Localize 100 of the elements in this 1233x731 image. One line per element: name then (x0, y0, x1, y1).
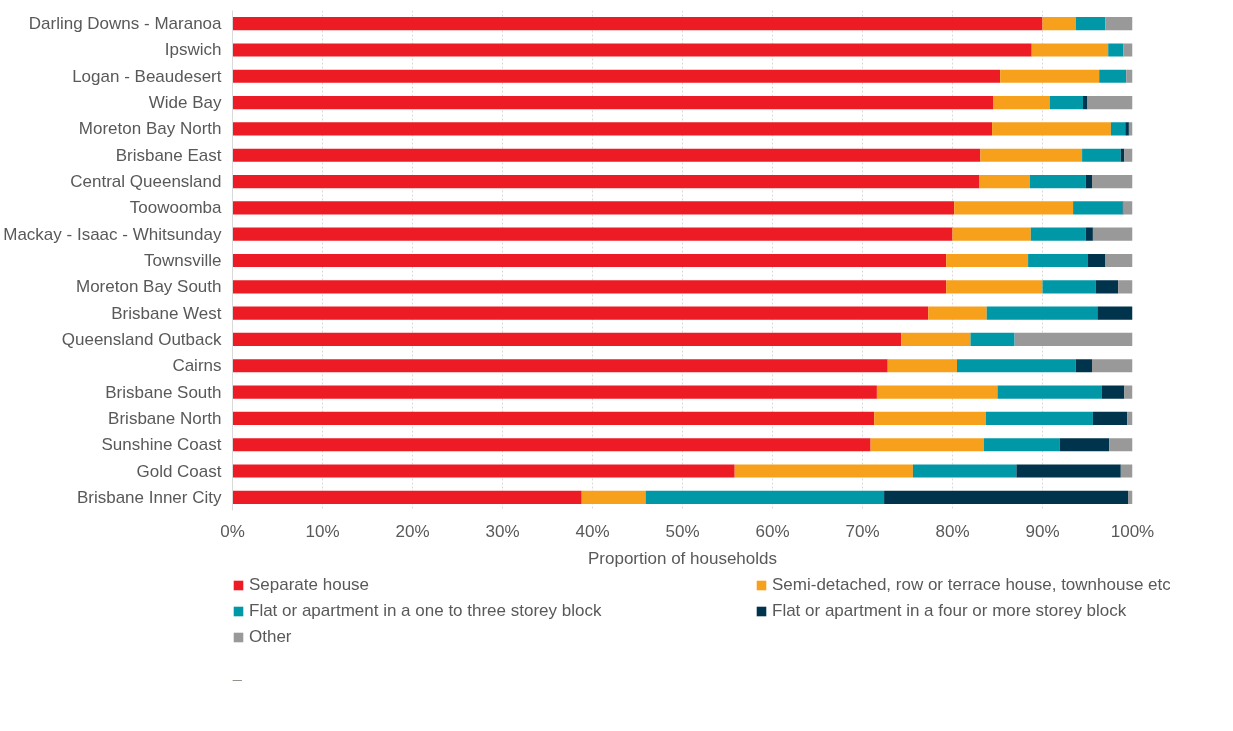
legend-label: Other (249, 627, 293, 647)
y-tick-label: Ipswich (164, 40, 222, 60)
bar (645, 490, 885, 504)
bar (946, 253, 1029, 268)
bar (946, 280, 1043, 294)
bar (232, 438, 871, 452)
bar (1123, 43, 1133, 57)
x-tick-label: 20% (395, 521, 430, 541)
bar (870, 438, 984, 452)
bar (1087, 96, 1133, 110)
y-tick-label: Toowoomba (129, 198, 223, 218)
bar (985, 411, 1093, 425)
bar (1000, 69, 1100, 83)
bar (1124, 148, 1133, 162)
y-tick-label: Moreton Bay South (75, 277, 222, 297)
x-axis-title: Proportion of households (587, 548, 778, 568)
bar (1082, 148, 1121, 162)
y-tick-label: Brisbane South (105, 382, 222, 402)
bar (1075, 359, 1092, 373)
bar (1028, 253, 1088, 268)
bar (232, 411, 875, 425)
bar (993, 96, 1050, 110)
bar (928, 306, 987, 320)
bar (876, 385, 998, 399)
bar (1125, 122, 1129, 136)
x-tick-label: 100% (1110, 521, 1155, 541)
bar (997, 385, 1102, 399)
bar (232, 359, 888, 373)
bar (912, 464, 1017, 478)
y-tick-label: Queensland Outback (61, 329, 222, 349)
bar (1042, 17, 1076, 31)
bar (1092, 227, 1133, 241)
bar (1105, 17, 1133, 31)
bar (952, 227, 1031, 241)
bar (979, 174, 1030, 189)
x-tick-label: 0% (220, 521, 245, 541)
bar (970, 332, 1015, 347)
bar (232, 17, 1043, 31)
x-tick-label: 70% (845, 521, 880, 541)
y-tick-label: Sunshine Coast (101, 435, 222, 455)
bar (1016, 464, 1121, 478)
bar (1083, 96, 1088, 110)
y-tick-label: Brisbane West (111, 303, 222, 323)
bar (1105, 253, 1133, 268)
y-tick-label: Wide Bay (148, 93, 222, 113)
y-tick-label: Brisbane North (108, 408, 222, 428)
x-tick-label: 80% (935, 521, 970, 541)
bar (1092, 174, 1133, 189)
bar (1014, 332, 1133, 347)
bar (1059, 438, 1110, 452)
bar (1085, 174, 1092, 189)
bar (1126, 69, 1133, 83)
x-tick-label: 60% (755, 521, 790, 541)
bar (232, 490, 582, 504)
x-tick-label: 10% (305, 521, 340, 541)
bar (1042, 280, 1096, 294)
y-tick-label: Mackay - Isaac - Whitsunday (3, 224, 222, 244)
bar (232, 148, 981, 162)
bar (980, 148, 1083, 162)
bar (232, 201, 955, 215)
bar (1031, 43, 1109, 57)
bar (984, 438, 1060, 452)
bar (232, 43, 1032, 57)
bar (1095, 280, 1119, 294)
bar (581, 490, 646, 504)
bar (232, 122, 993, 136)
bar (1118, 280, 1133, 294)
bar (734, 464, 913, 478)
bar (1097, 306, 1133, 320)
bar (1099, 69, 1127, 83)
bar (884, 490, 1128, 504)
bar (1110, 122, 1126, 136)
bar (986, 306, 1098, 320)
y-tick-label: Townsville (144, 251, 222, 270)
bar (232, 306, 929, 320)
bar (887, 359, 957, 373)
legend-label: Semi-detached, row or terrace house, townhouse etc (772, 575, 1171, 595)
bar (1109, 438, 1133, 452)
bar (232, 280, 947, 294)
bar (1124, 385, 1133, 399)
bar (957, 359, 1076, 373)
bar (1029, 174, 1086, 189)
bar (232, 332, 902, 347)
bar (232, 385, 877, 399)
legend-label: Flat or apartment in a four or more storey block (772, 601, 1128, 621)
y-tick-label: Logan - Beaudesert (72, 66, 222, 86)
bar (232, 227, 953, 241)
y-tick-label: Moreton Bay North (78, 119, 222, 139)
y-tick-label: Gold Coast (136, 461, 222, 481)
x-tick-label: 30% (485, 521, 520, 541)
x-tick-label: 40% (575, 521, 610, 541)
bar (1127, 411, 1133, 425)
legend-label: Flat or apartment in a one to three storey block (249, 601, 603, 621)
y-tick-label: Darling Downs - Maranoa (28, 14, 223, 34)
bar (232, 464, 735, 478)
bar (1120, 464, 1133, 478)
bar (1101, 385, 1125, 399)
bar (954, 201, 1074, 215)
bar (1085, 227, 1093, 241)
y-tick-label: Brisbane Inner City (76, 487, 222, 507)
